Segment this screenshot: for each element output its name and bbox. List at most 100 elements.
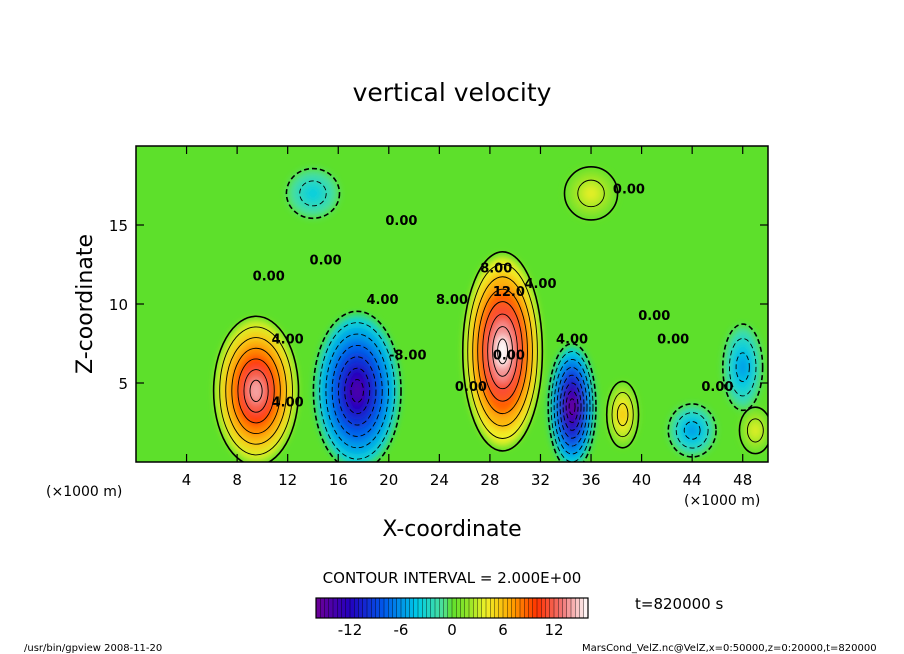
- colorbar-cell: [503, 598, 508, 618]
- contour-negative: [559, 374, 585, 439]
- colorbar-cell: [537, 598, 542, 618]
- contour-negative: [325, 333, 389, 449]
- y-axis: 5 10 15: [109, 217, 768, 393]
- colorbar-cell: [430, 598, 436, 618]
- colorbar-cell: [388, 598, 393, 618]
- contour-negative: [562, 382, 582, 431]
- colorbar-cell: [460, 598, 466, 618]
- colorbar-cell: [486, 598, 491, 618]
- colorbar-cell: [481, 598, 487, 618]
- contour-negative: [667, 403, 717, 458]
- contour-negative: [337, 356, 377, 426]
- colorbar-cell: [405, 598, 410, 618]
- colorbar-cell: [379, 598, 385, 618]
- contour-positive: [492, 326, 513, 377]
- colorbar-cell: [435, 598, 440, 618]
- colorbar-cell: [520, 598, 525, 618]
- colorbar-cell: [528, 598, 534, 618]
- colorbar-cell: [456, 598, 461, 618]
- contour-positive: [738, 406, 768, 455]
- contour-negative: [312, 310, 402, 462]
- colorbar-cell: [452, 598, 457, 618]
- y-tick-label: 10: [109, 296, 128, 314]
- colorbar-cell: [426, 598, 432, 618]
- contour-positive: [237, 358, 275, 424]
- x-tick-label: 28: [480, 471, 499, 489]
- contour-positive: [225, 337, 287, 445]
- colorbar-cell: [341, 598, 347, 618]
- contour-positive: [482, 301, 523, 402]
- colorbar-cell: [524, 598, 529, 618]
- colorbar-cell: [337, 598, 342, 618]
- contour-positive: [746, 418, 764, 443]
- contour-positive: [577, 179, 605, 208]
- colorbar-cell: [447, 598, 453, 618]
- contour-negative: [722, 323, 764, 412]
- contour-label: 4.00: [272, 333, 304, 348]
- colorbar-cell: [392, 598, 398, 618]
- contour-negative: [735, 352, 750, 383]
- contour-label: 4.00: [524, 277, 556, 292]
- y-tick-label: 5: [118, 375, 128, 393]
- contour-negative: [556, 366, 588, 447]
- updraft-blob: [752, 426, 758, 435]
- updraft-blob: [496, 335, 509, 368]
- updraft-blob: [620, 409, 626, 420]
- contour-negative: [675, 412, 709, 449]
- contour-positive: [472, 276, 533, 427]
- colorbar-cell: [473, 598, 478, 618]
- contour-positive: [487, 313, 518, 390]
- colorbar-cell: [511, 598, 517, 618]
- x-tick-label: 8: [232, 471, 242, 489]
- colorbar-cell: [375, 598, 381, 618]
- colorbar-cell: [575, 598, 580, 618]
- colorbar-cell: [477, 598, 483, 618]
- colorbar-cell: [498, 598, 504, 618]
- contour-label: 4.00: [556, 333, 588, 348]
- contour-label: -8.00: [389, 348, 426, 363]
- y-axis-label: Z-coordinate: [73, 234, 98, 374]
- contour-positive: [212, 315, 300, 462]
- colorbar-cell: [554, 598, 559, 618]
- colorbar-cell: [333, 598, 338, 618]
- contour-negative: [344, 367, 371, 415]
- x-tick-label: 16: [329, 471, 348, 489]
- contour-positive: [563, 166, 619, 221]
- contour-positive: [461, 251, 544, 452]
- colorbar-cell: [579, 598, 585, 618]
- colorbar-cell: [324, 598, 330, 618]
- colorbar-cell: [358, 598, 364, 618]
- colorbar-cell: [316, 598, 321, 618]
- x-tick-label: 32: [531, 471, 550, 489]
- contour-labels: 0.00 0.00 4.00 4.00 4.00 8.00 12.0 8.00 0.00 4.00…: [253, 182, 734, 410]
- contour-negative: [285, 167, 341, 220]
- colorbar-cell: [490, 598, 495, 618]
- contour-negative: [568, 398, 576, 416]
- colorbar-cell: [494, 598, 500, 618]
- contour-negative: [547, 342, 597, 462]
- contour-negative: [299, 180, 327, 207]
- contour-lines: [212, 166, 768, 462]
- colorbar-cell: [418, 598, 423, 618]
- downdraft-blob: [308, 189, 318, 198]
- colorbar-cell: [571, 598, 576, 618]
- contour-label: 8.00: [480, 261, 512, 276]
- contour-positive: [616, 403, 629, 427]
- contour-negative: [728, 337, 757, 397]
- colorbar-cell: [345, 598, 351, 618]
- x-unit-left: (×1000 m): [46, 484, 122, 500]
- heatmap-blobs: [215, 168, 768, 462]
- colorbar-tick-label: 6: [498, 621, 508, 639]
- contour-positive: [611, 392, 634, 438]
- contour-negative: [550, 351, 594, 462]
- contour-negative: [553, 358, 591, 455]
- contour-label: 0.00: [253, 269, 285, 284]
- colorbar-cell: [384, 598, 389, 618]
- x-tick-label: 24: [430, 471, 449, 489]
- y-tick-label: 15: [109, 217, 128, 235]
- footer-right: MarsCond_VelZ.nc@VelZ,x=0:50000,z=0:2000…: [582, 643, 877, 654]
- contour-negative: [319, 322, 396, 460]
- x-tick-label: 36: [581, 471, 600, 489]
- contour-positive: [249, 379, 263, 403]
